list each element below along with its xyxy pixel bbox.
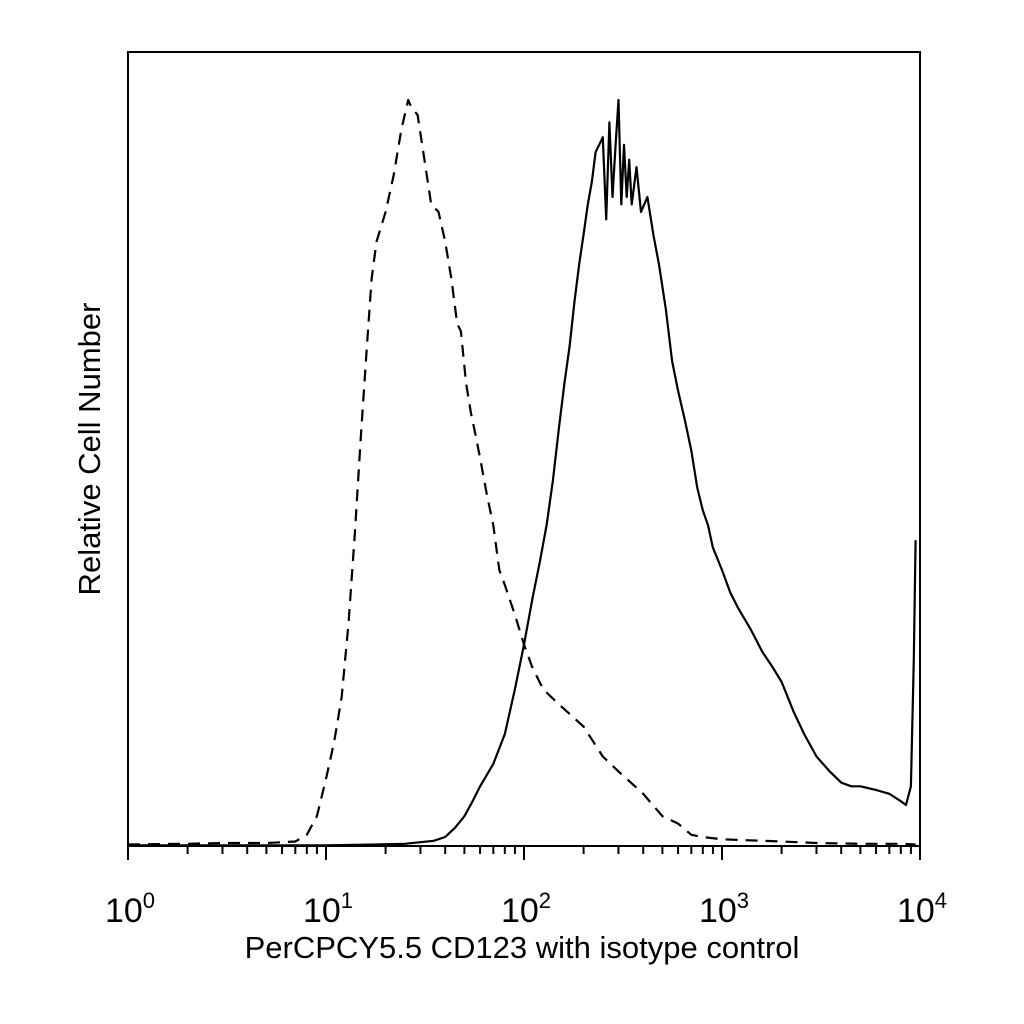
- series-layer: [127, 98, 917, 847]
- x-axis-title: PerCPCY5.5 CD123 with isotype control: [245, 930, 800, 965]
- x-axis-ticks: [127, 846, 921, 860]
- series-line-dashed: [127, 98, 916, 846]
- x-tick-label: 102: [501, 888, 551, 930]
- y-axis-title: Relative Cell Number: [72, 303, 107, 596]
- x-tick-label: 100: [105, 888, 155, 930]
- x-tick-label: 104: [897, 888, 947, 930]
- x-tick-label: 103: [699, 888, 749, 930]
- series-line-solid: [128, 98, 917, 847]
- x-axis-tick-labels: 100 101 102 103 104: [105, 888, 947, 930]
- x-tick-label: 101: [303, 888, 353, 930]
